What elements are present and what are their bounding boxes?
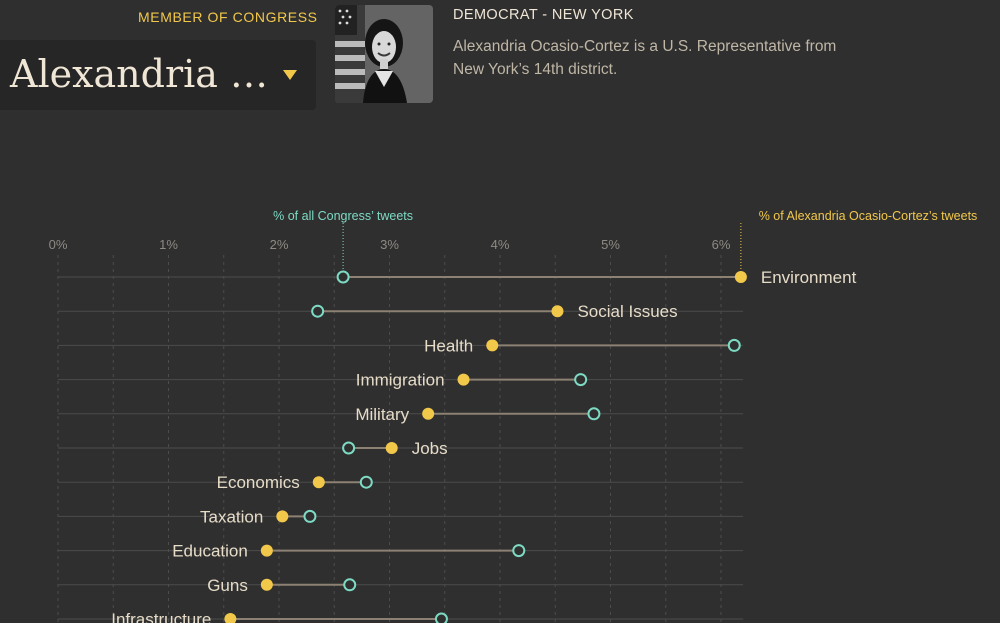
topic-rows: Environment Social Issues Health Immigratio… — [58, 268, 857, 623]
topic-row: Guns — [58, 576, 744, 595]
topic-row: Education — [58, 542, 744, 561]
category-label: Jobs — [412, 439, 448, 458]
member-point — [312, 476, 325, 489]
selected-member-name: Alexandria … — [10, 52, 269, 96]
portrait-image — [335, 5, 433, 103]
member-point — [457, 373, 470, 386]
congress-point — [343, 578, 357, 592]
congress-point — [574, 373, 588, 387]
category-label: Health — [424, 336, 473, 355]
party-state-label: DEMOCRAT - NEW YORK — [453, 7, 634, 23]
congress-point — [587, 407, 601, 421]
x-axis-ticks: 0% 1% 2% 3% 4% 5% 6% — [49, 237, 731, 252]
x-tick-label: 5% — [601, 237, 620, 252]
topic-dot-plot: 0% 1% 2% 3% 4% 5% 6% % of all Congress’ tweets… — [49, 209, 978, 623]
x-tick-label: 3% — [380, 237, 399, 252]
legend-member-label: % of Alexandria Ocasio-Cortez’s tweets — [759, 209, 978, 223]
member-of-congress-label: MEMBER OF CONGRESS — [138, 9, 318, 25]
category-label: Infrastructure — [111, 610, 211, 623]
member-point — [224, 613, 237, 623]
category-label: Education — [172, 542, 248, 561]
category-label: Environment — [761, 268, 857, 287]
category-label: Taxation — [200, 507, 263, 526]
congress-point — [359, 475, 373, 489]
x-tick-label: 1% — [159, 237, 178, 252]
congress-point — [342, 441, 356, 455]
topic-row: Taxation — [58, 507, 744, 526]
member-point — [276, 510, 289, 523]
category-label: Social Issues — [577, 302, 677, 321]
congress-point — [336, 270, 350, 284]
topic-row: Economics — [58, 473, 744, 492]
member-bio: Alexandria Ocasio-Cortez is a U.S. Repre… — [453, 38, 837, 78]
member-point — [551, 305, 564, 318]
congress-point — [512, 544, 526, 558]
topic-row: Immigration — [58, 371, 744, 390]
topic-row: Military — [58, 405, 744, 424]
topic-row: Health — [58, 336, 744, 355]
member-select-dropdown[interactable]: Alexandria … — [0, 40, 316, 110]
x-tick-label: 2% — [270, 237, 289, 252]
topic-row: Social Issues — [58, 302, 744, 321]
topic-row: Infrastructure — [58, 610, 744, 623]
congress-point — [727, 338, 741, 352]
topic-row: Jobs — [58, 439, 744, 458]
member-point — [260, 544, 273, 557]
category-label: Military — [355, 405, 409, 424]
congress-point — [303, 509, 317, 523]
flag-shape — [335, 5, 365, 103]
congress-point — [434, 612, 448, 623]
category-label: Immigration — [356, 371, 445, 390]
member-point — [486, 339, 499, 352]
congress-point — [311, 304, 325, 318]
reference-layer — [342, 223, 742, 271]
category-label: Guns — [207, 576, 248, 595]
category-label: Economics — [217, 473, 300, 492]
member-portrait — [335, 5, 433, 103]
x-tick-label: 4% — [491, 237, 510, 252]
grid-layer — [57, 255, 722, 623]
x-tick-label: 0% — [49, 237, 68, 252]
x-tick-label: 6% — [712, 237, 731, 252]
member-point — [734, 271, 747, 283]
member-point — [260, 578, 273, 591]
topic-row: Environment — [58, 268, 857, 287]
member-point — [422, 407, 435, 420]
member-point — [385, 442, 398, 454]
legend-congress-label: % of all Congress’ tweets — [273, 209, 413, 223]
chevron-down-icon[interactable] — [283, 70, 297, 80]
